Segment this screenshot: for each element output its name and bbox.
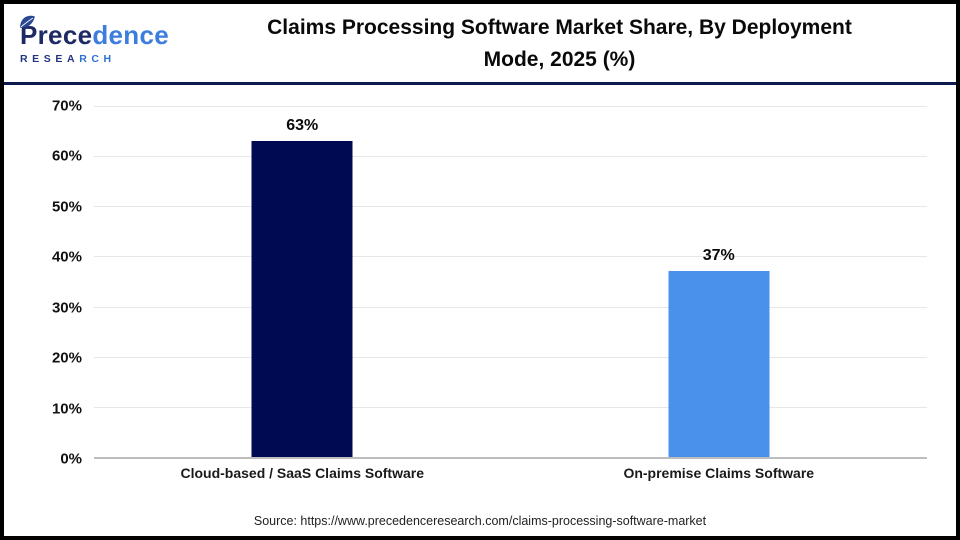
y-tick-label: 20% — [51, 349, 82, 367]
plot-area: 63% 37% — [94, 106, 927, 459]
gridline — [94, 406, 927, 408]
gridline — [94, 206, 927, 208]
chart-title-line1: Claims Processing Software Market Share,… — [267, 16, 852, 39]
y-tick-label: 70% — [51, 97, 82, 115]
logo-subtitle: RESEARCH — [20, 53, 169, 65]
logo-wordmark: Precedence — [20, 15, 169, 50]
logo-subtitle-blue: RCH — [79, 52, 116, 65]
gridline — [94, 256, 927, 258]
logo-subtitle-dark: RESEA — [20, 52, 80, 65]
bar-column: 63% — [94, 106, 511, 457]
y-tick-label: 30% — [51, 299, 82, 317]
gridline — [94, 306, 927, 308]
bar-value-label: 63% — [286, 117, 319, 135]
bar-column: 37% — [511, 106, 928, 457]
gridline — [94, 106, 927, 107]
x-category-label: Cloud-based / SaaS Claims Software — [180, 465, 424, 481]
chart-title-line2: Mode, 2025 (%) — [483, 48, 636, 71]
gridline — [94, 156, 927, 158]
source-text: Source: https://www.precedenceresearch.c… — [253, 514, 707, 528]
y-tick-label: 50% — [51, 198, 82, 216]
bar-1 — [251, 141, 353, 457]
x-axis-labels: Cloud-based / SaaS Claims Software On-pre… — [94, 465, 927, 481]
gridline — [94, 356, 927, 358]
y-tick-label: 60% — [51, 147, 82, 165]
y-tick-label: 0% — [60, 450, 82, 468]
leaf-icon — [20, 15, 35, 28]
logo-text-blue: dence — [92, 19, 169, 50]
x-category-label: On-premise Claims Software — [623, 465, 815, 481]
logo-text-dark: Prece — [20, 19, 93, 50]
precedence-research-logo: Precedence RESEARCH — [4, 15, 169, 65]
bar-value-label: 37% — [702, 247, 735, 265]
header-divider — [4, 82, 956, 85]
chart-title: Claims Processing Software Market Share,… — [169, 10, 956, 76]
y-axis: 70% 60% 50% 40% 30% 20% 10% 0% — [4, 98, 82, 468]
header: Precedence RESEARCH Claims Processing So… — [4, 4, 956, 82]
y-tick-label: 40% — [51, 248, 82, 266]
y-tick-label: 10% — [51, 400, 82, 418]
bar-2 — [668, 271, 770, 457]
